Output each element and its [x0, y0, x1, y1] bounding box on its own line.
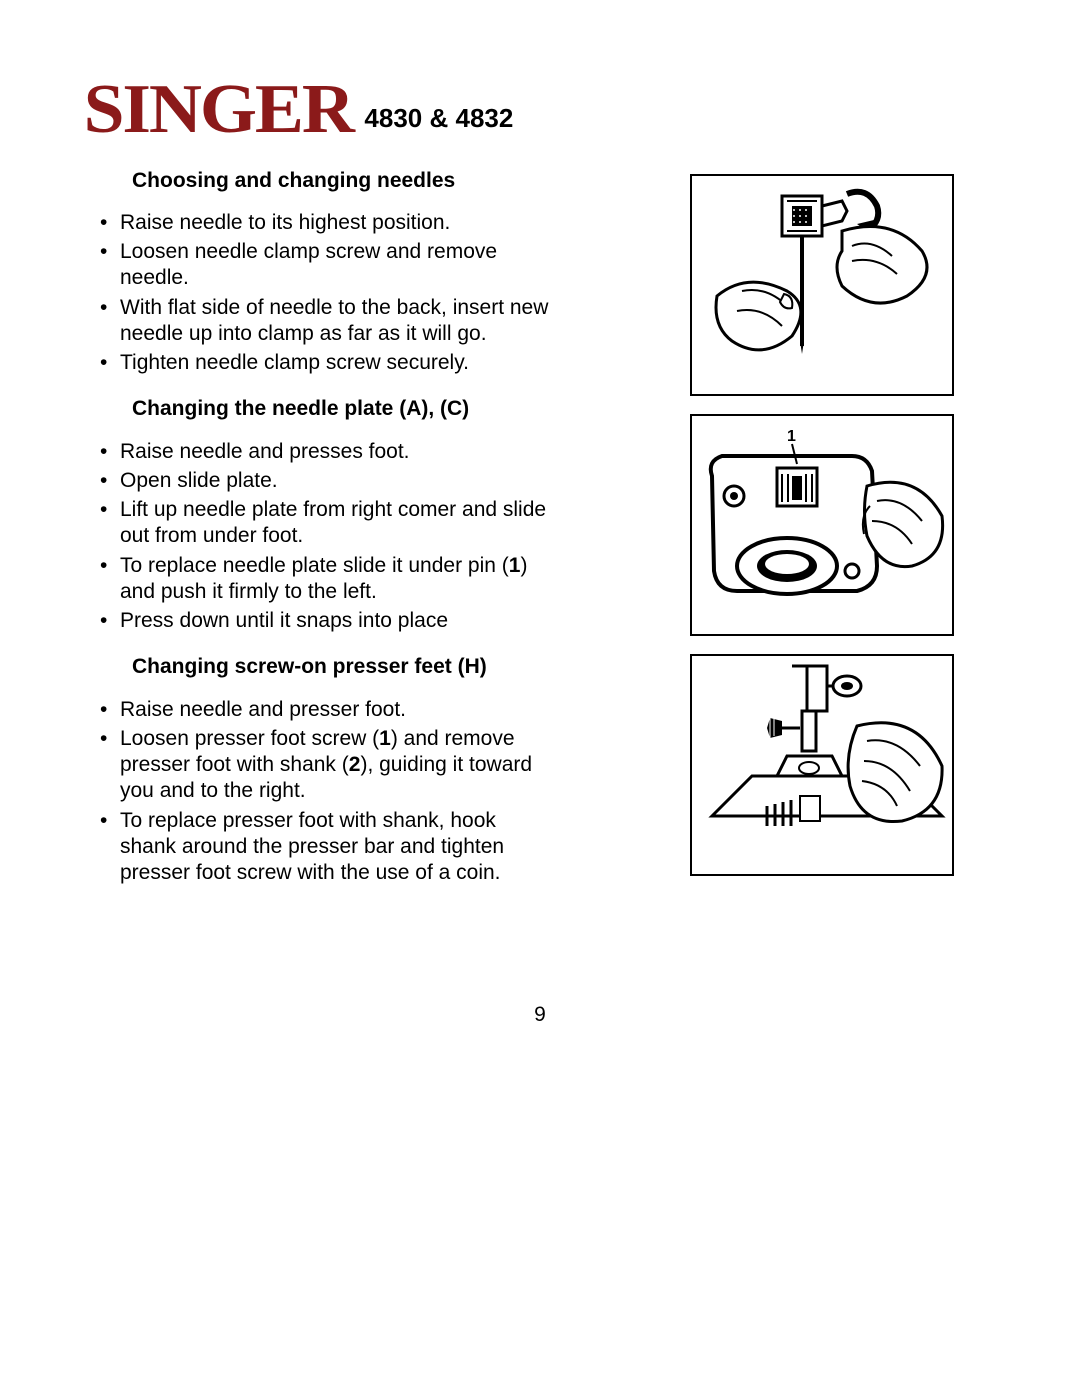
model-number: 4830 & 4832 [364, 103, 513, 140]
list-item: Loosen presser foot screw (1) and remove… [96, 726, 550, 805]
needle-plate-illustration: 1 [692, 416, 952, 634]
brand-logo: SINGER [84, 80, 353, 140]
figure-needle-change [690, 174, 954, 396]
presser-foot-illustration [692, 656, 952, 874]
svg-text:1: 1 [787, 428, 796, 445]
page-number: 9 [0, 1003, 1080, 1027]
section-title-2: Changing the needle plate (A), (C) [132, 396, 550, 422]
section-title-3: Changing screw-on presser feet (H) [132, 654, 550, 680]
list-item: Raise needle and presser foot. [96, 697, 550, 723]
manual-page: SINGER 4830 & 4832 Choosing and changing… [0, 0, 1080, 1397]
list-item: Open slide plate. [96, 468, 550, 494]
figure-needle-plate: 1 [690, 414, 954, 636]
list-item: Press down until it snaps into place [96, 608, 550, 634]
section-list-2: Raise needle and presses foot. Open slid… [96, 439, 550, 635]
figure-column: 1 [690, 168, 990, 890]
list-item: Raise needle and presses foot. [96, 439, 550, 465]
text-column: Choosing and changing needles Raise need… [90, 168, 550, 890]
list-item: Tighten needle clamp screw securely. [96, 350, 550, 376]
list-item: Loosen needle clamp screw and remove nee… [96, 239, 550, 292]
list-item: To replace needle plate slide it under p… [96, 553, 550, 606]
section-list-3: Raise needle and presser foot. Loosen pr… [96, 697, 550, 887]
figure-presser-foot [690, 654, 954, 876]
section-title-1: Choosing and changing needles [132, 168, 550, 194]
needle-change-illustration [692, 176, 952, 394]
list-item: Raise needle to its highest position. [96, 210, 550, 236]
list-item: Lift up needle plate from right comer an… [96, 497, 550, 550]
page-header: SINGER 4830 & 4832 [90, 80, 990, 140]
list-item: To replace presser foot with shank, hook… [96, 808, 550, 887]
list-item: With flat side of needle to the back, in… [96, 295, 550, 348]
section-list-1: Raise needle to its highest position. Lo… [96, 210, 550, 377]
content-columns: Choosing and changing needles Raise need… [90, 168, 990, 890]
